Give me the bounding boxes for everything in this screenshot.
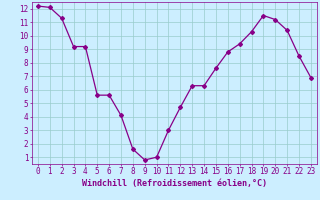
X-axis label: Windchill (Refroidissement éolien,°C): Windchill (Refroidissement éolien,°C) <box>82 179 267 188</box>
